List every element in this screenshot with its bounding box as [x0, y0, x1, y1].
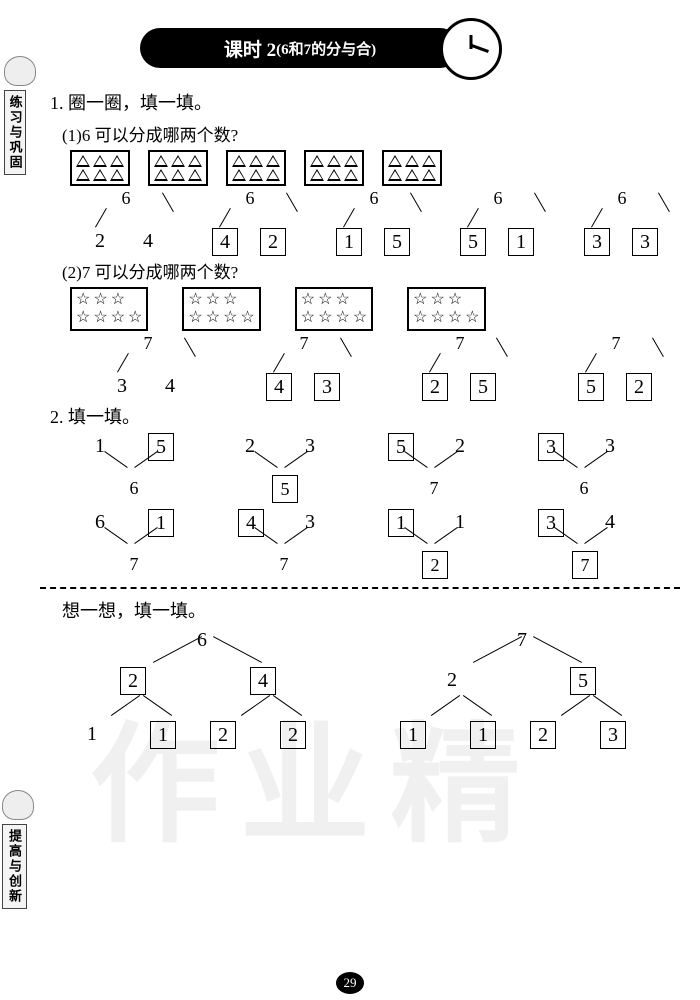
q2-prompt: 2. 填一填。	[50, 403, 690, 429]
tree-node: 5	[570, 667, 596, 695]
tree-edge	[561, 695, 590, 716]
combine-diagram: 3 4 7	[530, 509, 640, 577]
practice-label: 练习与巩固	[4, 90, 26, 175]
tree-node: 1	[470, 721, 496, 749]
sidebar-practice: 练习与巩固	[4, 56, 38, 175]
q2-row2: 6 1 7 4 3 7 1 1 2 3 4 7	[80, 509, 690, 577]
combine-diagram: 2 3 5	[230, 433, 340, 501]
tree-node: 1	[150, 721, 176, 749]
split-diagram: 6 1 5	[326, 188, 422, 252]
combine-diagram: 5 2 7	[380, 433, 490, 501]
bunny-icon	[4, 56, 36, 86]
star-boxes-row: ☆☆☆☆☆☆☆ ☆☆☆☆☆☆☆ ☆☆☆☆☆☆☆ ☆☆☆☆☆☆☆	[70, 287, 690, 331]
q1-part1-prompt: (1)6 可以分成哪两个数?	[62, 121, 690, 146]
tree-edge	[431, 695, 460, 716]
combine-diagram: 1 5 6	[80, 433, 190, 501]
combine-diagram: 4 3 7	[230, 509, 340, 577]
enhance-label: 提高与创新	[2, 824, 27, 909]
q1-part1-splits: 6 2 4 6 4 2 6 1 5 6 5 1 6 3 3	[78, 188, 690, 252]
q1-prompt: 1. 圈一圈，填一填。	[50, 89, 690, 115]
tree-edge	[273, 695, 302, 716]
tree-edge	[143, 695, 172, 716]
split-diagram: 6 2 4	[78, 188, 174, 252]
tree-edge	[111, 695, 140, 716]
bunny-icon	[2, 790, 34, 820]
tree-edge	[241, 695, 270, 716]
tree-edge	[533, 636, 582, 663]
clock-icon	[440, 18, 502, 80]
tree-edge	[593, 695, 622, 716]
tree-edge	[213, 636, 262, 663]
split-diagram: 6 4 2	[202, 188, 298, 252]
tree-node: 2	[280, 721, 306, 749]
star-box: ☆☆☆☆☆☆☆	[407, 287, 485, 331]
combine-diagram: 6 1 7	[80, 509, 190, 577]
lesson-title: 课时 2 (6和7的分与合)	[140, 28, 460, 68]
star-box: ☆☆☆☆☆☆☆	[295, 287, 373, 331]
q3-prompt: 想一想，填一填。	[62, 597, 690, 623]
tree-node: 2	[120, 667, 146, 695]
combine-diagram: 3 3 6	[530, 433, 640, 501]
sidebar-enhance: 提高与创新	[2, 790, 36, 909]
split-diagram: 7 4 3	[256, 333, 352, 397]
q1-part2-prompt: (2)7 可以分成哪两个数?	[62, 258, 690, 283]
triangle-boxes-row	[70, 150, 690, 186]
tree-node: 2	[210, 721, 236, 749]
tri-box	[304, 150, 364, 186]
split-diagram: 6 3 3	[574, 188, 670, 252]
split-diagram: 6 5 1	[450, 188, 546, 252]
tree-node: 4	[250, 667, 276, 695]
q2-row1: 1 5 6 2 3 5 5 2 7 3 3 6	[80, 433, 690, 501]
tree-node: 3	[600, 721, 626, 749]
page-content: 1. 圈一圈，填一填。 (1)6 可以分成哪两个数? 6 2 4 6 4 2 6 1…	[50, 85, 690, 767]
tree-node: 1	[400, 721, 426, 749]
tree-node: 1	[80, 721, 104, 747]
title-sub: (6和7的分与合)	[276, 38, 376, 59]
split-diagram: 7 2 5	[412, 333, 508, 397]
combine-diagram: 1 1 2	[380, 509, 490, 577]
tri-box	[226, 150, 286, 186]
split-diagram: 7 5 2	[568, 333, 664, 397]
q1-part2-splits: 7 3 4 7 4 3 7 2 5 7 5 2	[100, 333, 690, 397]
tri-box	[148, 150, 208, 186]
star-box: ☆☆☆☆☆☆☆	[182, 287, 260, 331]
tri-box	[70, 150, 130, 186]
section-divider	[40, 587, 680, 589]
tree-area: 62411227251123	[70, 627, 690, 767]
split-diagram: 7 3 4	[100, 333, 196, 397]
tree-node: 2	[530, 721, 556, 749]
page-number: 29	[336, 972, 364, 994]
star-box: ☆☆☆☆☆☆☆	[70, 287, 148, 331]
title-main: 课时 2	[224, 35, 276, 62]
tree-node: 2	[440, 667, 464, 693]
tree-edge	[463, 695, 492, 716]
tri-box	[382, 150, 442, 186]
